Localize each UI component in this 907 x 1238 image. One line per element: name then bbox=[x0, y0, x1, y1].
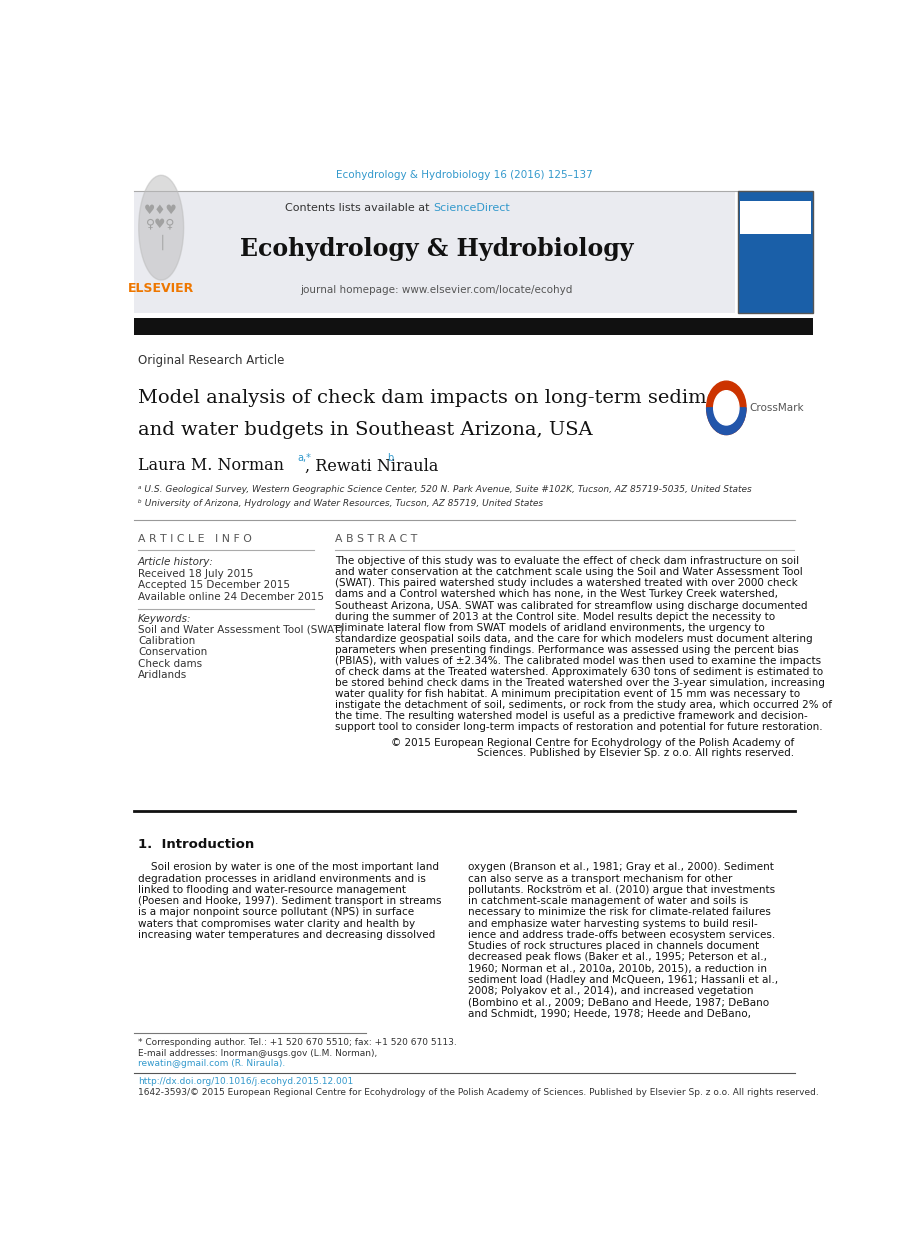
Text: water quality for fish habitat. A minimum precipitation event of 15 mm was neces: water quality for fish habitat. A minimu… bbox=[335, 690, 800, 699]
Text: , Rewati Niraula: , Rewati Niraula bbox=[305, 458, 438, 474]
Text: and emphasize water harvesting systems to build resil-: and emphasize water harvesting systems t… bbox=[468, 919, 758, 928]
Text: 2008; Polyakov et al., 2014), and increased vegetation: 2008; Polyakov et al., 2014), and increa… bbox=[468, 985, 754, 997]
Text: Southeast Arizona, USA. SWAT was calibrated for streamflow using discharge docum: Southeast Arizona, USA. SWAT was calibra… bbox=[335, 600, 807, 610]
Text: Conservation: Conservation bbox=[138, 647, 207, 657]
Text: Studies of rock structures placed in channels document: Studies of rock structures placed in cha… bbox=[468, 941, 759, 951]
Text: Contents lists available at: Contents lists available at bbox=[285, 203, 434, 213]
Text: linked to flooding and water-resource management: linked to flooding and water-resource ma… bbox=[138, 885, 406, 895]
Text: Accepted 15 December 2015: Accepted 15 December 2015 bbox=[138, 581, 290, 591]
Text: Soil and Water Assessment Tool (SWAT): Soil and Water Assessment Tool (SWAT) bbox=[138, 625, 344, 635]
Text: oxygen (Branson et al., 1981; Gray et al., 2000). Sediment: oxygen (Branson et al., 1981; Gray et al… bbox=[468, 863, 775, 873]
Text: support tool to consider long-term impacts of restoration and potential for futu: support tool to consider long-term impac… bbox=[335, 722, 823, 732]
Text: and water conservation at the catchment scale using the Soil and Water Assessmen: and water conservation at the catchment … bbox=[335, 567, 803, 577]
Text: A R T I C L E   I N F O: A R T I C L E I N F O bbox=[138, 535, 252, 545]
Text: ᵃ U.S. Geological Survey, Western Geographic Science Center, 520 N. Park Avenue,: ᵃ U.S. Geological Survey, Western Geogra… bbox=[138, 485, 752, 494]
Text: http://dx.doi.org/10.1016/j.ecohyd.2015.12.001: http://dx.doi.org/10.1016/j.ecohyd.2015.… bbox=[138, 1077, 353, 1086]
Text: ♥♦♥
♀♥♀
 │: ♥♦♥ ♀♥♀ │ bbox=[144, 204, 178, 250]
Text: Ecohydrology & Hydrobiology 16 (2016) 125–137: Ecohydrology & Hydrobiology 16 (2016) 12… bbox=[336, 171, 593, 181]
Text: CrossMark: CrossMark bbox=[749, 402, 805, 412]
Text: necessary to minimize the risk for climate-related failures: necessary to minimize the risk for clima… bbox=[468, 907, 771, 917]
Text: Laura M. Norman: Laura M. Norman bbox=[138, 458, 284, 474]
Text: Ecohydrology & Hydrobiology: Ecohydrology & Hydrobiology bbox=[240, 236, 633, 261]
Text: a,*: a,* bbox=[297, 453, 311, 463]
Text: (SWAT). This paired watershed study includes a watershed treated with over 2000 : (SWAT). This paired watershed study incl… bbox=[335, 578, 797, 588]
Text: pollutants. Rockström et al. (2010) argue that investments: pollutants. Rockström et al. (2010) argu… bbox=[468, 885, 775, 895]
Text: journal homepage: www.elsevier.com/locate/ecohyd: journal homepage: www.elsevier.com/locat… bbox=[300, 285, 573, 295]
Text: (Bombino et al., 2009; DeBano and Heede, 1987; DeBano: (Bombino et al., 2009; DeBano and Heede,… bbox=[468, 998, 769, 1008]
Text: parameters when presenting findings. Performance was assessed using the percent : parameters when presenting findings. Per… bbox=[335, 645, 798, 655]
Text: the time. The resulting watershed model is useful as a predictive framework and : the time. The resulting watershed model … bbox=[335, 711, 807, 721]
Text: ience and address trade-offs between ecosystem services.: ience and address trade-offs between eco… bbox=[468, 930, 775, 940]
Text: E-mail addresses: lnorman@usgs.gov (L.M. Norman),: E-mail addresses: lnorman@usgs.gov (L.M.… bbox=[138, 1049, 377, 1057]
Text: and Schmidt, 1990; Heede, 1978; Heede and DeBano,: and Schmidt, 1990; Heede, 1978; Heede an… bbox=[468, 1009, 751, 1019]
Text: can also serve as a transport mechanism for other: can also serve as a transport mechanism … bbox=[468, 874, 733, 884]
Text: Calibration: Calibration bbox=[138, 636, 195, 646]
Text: © 2015 European Regional Centre for Ecohydrology of the Polish Academy of: © 2015 European Regional Centre for Ecoh… bbox=[391, 738, 794, 748]
Text: Model analysis of check dam impacts on long-term sediment: Model analysis of check dam impacts on l… bbox=[138, 389, 738, 407]
Text: instigate the detachment of soil, sediments, or rock from the study area, which : instigate the detachment of soil, sedime… bbox=[335, 699, 832, 711]
Text: waters that compromises water clarity and health by: waters that compromises water clarity an… bbox=[138, 919, 415, 928]
Text: b: b bbox=[387, 453, 394, 463]
Text: A B S T R A C T: A B S T R A C T bbox=[335, 535, 417, 545]
Text: rewatin@gmail.com (R. Niraula).: rewatin@gmail.com (R. Niraula). bbox=[138, 1060, 285, 1068]
Text: in catchment-scale management of water and soils is: in catchment-scale management of water a… bbox=[468, 896, 748, 906]
Text: decreased peak flows (Baker et al., 1995; Peterson et al.,: decreased peak flows (Baker et al., 1995… bbox=[468, 952, 767, 962]
Text: 1642-3593/© 2015 European Regional Centre for Ecohydrology of the Polish Academy: 1642-3593/© 2015 European Regional Centr… bbox=[138, 1088, 819, 1097]
Text: be stored behind check dams in the Treated watershed over the 3-year simulation,: be stored behind check dams in the Treat… bbox=[335, 678, 824, 688]
Text: Keywords:: Keywords: bbox=[138, 614, 191, 624]
Text: Available online 24 December 2015: Available online 24 December 2015 bbox=[138, 592, 324, 602]
Text: Received 18 July 2015: Received 18 July 2015 bbox=[138, 568, 253, 578]
Text: Check dams: Check dams bbox=[138, 659, 202, 669]
Text: of check dams at the Treated watershed. Approximately 630 tons of sediment is es: of check dams at the Treated watershed. … bbox=[335, 667, 823, 677]
Text: dams and a Control watershed which has none, in the West Turkey Creek watershed,: dams and a Control watershed which has n… bbox=[335, 589, 778, 599]
Text: +: + bbox=[718, 399, 735, 417]
Text: ELSEVIER: ELSEVIER bbox=[128, 282, 194, 295]
Text: 1960; Norman et al., 2010a, 2010b, 2015), a reduction in: 1960; Norman et al., 2010a, 2010b, 2015)… bbox=[468, 963, 767, 973]
Text: Original Research Article: Original Research Article bbox=[138, 354, 285, 366]
Text: Soil erosion by water is one of the most important land: Soil erosion by water is one of the most… bbox=[138, 863, 439, 873]
Bar bbox=[134, 192, 736, 312]
Text: standardize geospatial soils data, and the care for which modelers must document: standardize geospatial soils data, and t… bbox=[335, 634, 813, 644]
Wedge shape bbox=[707, 407, 746, 435]
Text: The objective of this study was to evaluate the effect of check dam infrastructu: The objective of this study was to evalu… bbox=[335, 556, 799, 566]
Text: (Poesen and Hooke, 1997). Sediment transport in streams: (Poesen and Hooke, 1997). Sediment trans… bbox=[138, 896, 442, 906]
Bar bbox=[134, 318, 814, 335]
Text: * Corresponding author. Tel.: +1 520 670 5510; fax: +1 520 670 5113.: * Corresponding author. Tel.: +1 520 670… bbox=[138, 1039, 457, 1047]
Text: eliminate lateral flow from SWAT models of aridland environments, the urgency to: eliminate lateral flow from SWAT models … bbox=[335, 623, 765, 633]
Text: 1.  Introduction: 1. Introduction bbox=[138, 838, 254, 851]
Text: and water budgets in Southeast Arizona, USA: and water budgets in Southeast Arizona, … bbox=[138, 421, 592, 438]
Bar bbox=[737, 191, 814, 312]
Circle shape bbox=[707, 381, 746, 435]
Circle shape bbox=[714, 391, 739, 425]
Text: (PBIAS), with values of ±2.34%. The calibrated model was then used to examine th: (PBIAS), with values of ±2.34%. The cali… bbox=[335, 656, 821, 666]
Text: Article history:: Article history: bbox=[138, 557, 214, 567]
Text: increasing water temperatures and decreasing dissolved: increasing water temperatures and decrea… bbox=[138, 930, 435, 940]
Text: ScienceDirect: ScienceDirect bbox=[434, 203, 510, 213]
Text: during the summer of 2013 at the Control site. Model results depict the necessit: during the summer of 2013 at the Control… bbox=[335, 612, 775, 621]
Bar bbox=[740, 201, 811, 234]
Text: sediment load (Hadley and McQueen, 1961; Hassanli et al.,: sediment load (Hadley and McQueen, 1961;… bbox=[468, 974, 778, 984]
Text: degradation processes in aridland environments and is: degradation processes in aridland enviro… bbox=[138, 874, 426, 884]
Text: Sciences. Published by Elsevier Sp. z o.o. All rights reserved.: Sciences. Published by Elsevier Sp. z o.… bbox=[477, 749, 794, 759]
Text: ᵇ University of Arizona, Hydrology and Water Resources, Tucson, AZ 85719, United: ᵇ University of Arizona, Hydrology and W… bbox=[138, 499, 543, 508]
Polygon shape bbox=[139, 176, 183, 280]
Text: is a major nonpoint source pollutant (NPS) in surface: is a major nonpoint source pollutant (NP… bbox=[138, 907, 414, 917]
Text: ECOHYDROLOGY
& HYDROBIOLOGY: ECOHYDROLOGY & HYDROBIOLOGY bbox=[751, 214, 800, 225]
Text: Aridlands: Aridlands bbox=[138, 670, 187, 680]
